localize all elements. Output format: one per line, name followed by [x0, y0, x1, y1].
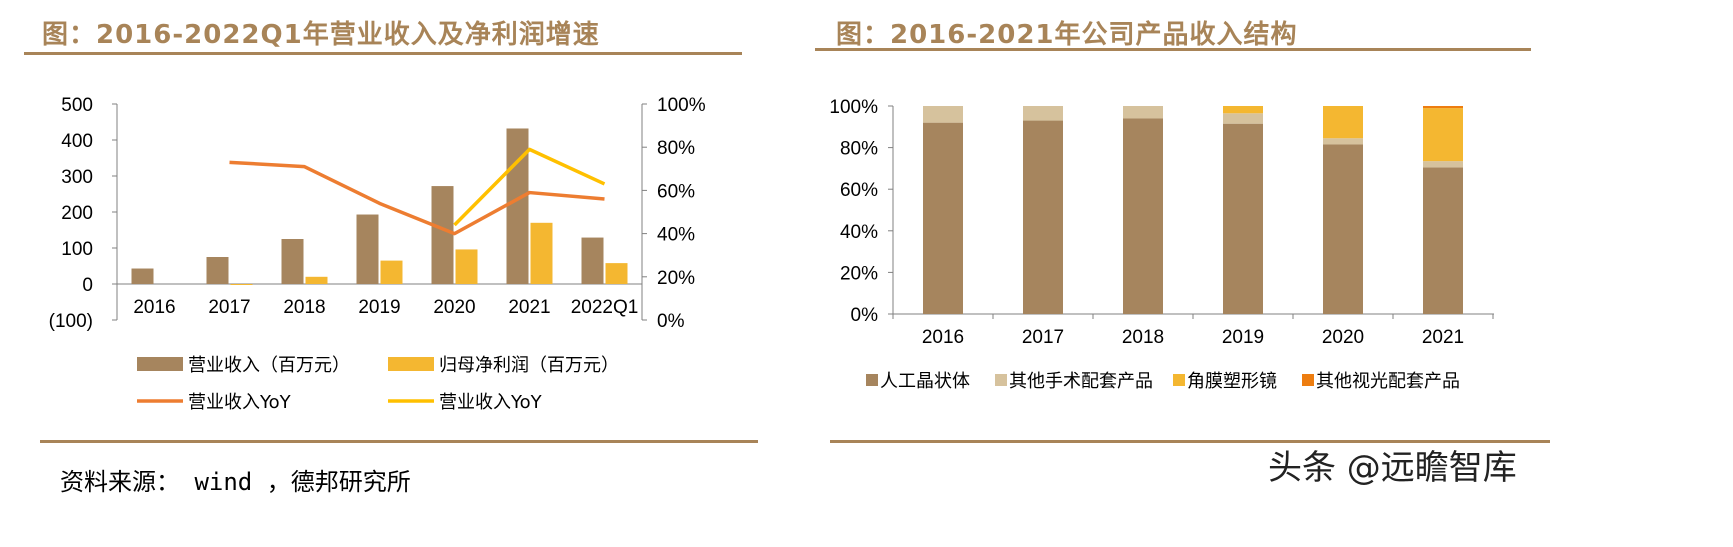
profit-bar — [380, 260, 403, 284]
stacked-x-category-label: 2020 — [1322, 327, 1364, 348]
revenue-yoy-line — [229, 160, 605, 236]
x-category-label: 2018 — [283, 297, 325, 318]
revenue-bar — [431, 186, 454, 284]
revenue-bar — [131, 268, 154, 284]
stacked-legend-swatch — [866, 374, 878, 386]
legend-label: 归母净利润（百万元） — [439, 355, 619, 376]
stacked-x-category-label: 2021 — [1422, 327, 1464, 348]
left-chart-title: 图：2016-2022Q1年营业收入及净利润增速 — [42, 20, 600, 50]
right-y-tick-label: 0% — [657, 311, 685, 332]
x-category-label: 2021 — [508, 297, 550, 318]
stacked-y-tick-label: 20% — [840, 263, 878, 284]
left-title-rule — [24, 52, 742, 55]
stacked-legend-swatch — [1302, 374, 1314, 386]
left-y-tick-label: 400 — [61, 131, 93, 152]
profit-bar — [230, 284, 253, 285]
legend-label: 营业收入YoY — [439, 392, 543, 413]
stacked-legend-swatch — [995, 374, 1007, 386]
legend-swatch — [388, 357, 434, 371]
left-bottom-rule — [40, 440, 758, 443]
revenue-bar — [206, 257, 229, 284]
legend-label: 营业收入（百万元） — [188, 355, 350, 376]
stacked-y-tick-label: 0% — [851, 305, 879, 326]
stacked-segment — [1123, 106, 1163, 119]
stacked-y-tick-label: 40% — [840, 222, 878, 243]
stacked-segment — [1123, 118, 1163, 314]
right-title-rule — [815, 48, 1531, 51]
revenue-bar — [581, 237, 604, 284]
profit-bar — [305, 276, 328, 284]
stacked-y-tick-label: 60% — [840, 180, 878, 201]
stacked-segment — [1423, 108, 1463, 162]
left-y-tick-label: (100) — [49, 311, 93, 332]
watermark-text: 头条 @远瞻智库 — [1268, 448, 1517, 488]
stacked-y-tick-label: 100% — [829, 97, 878, 118]
stacked-segment — [1423, 161, 1463, 168]
right-y-tick-label: 60% — [657, 181, 695, 202]
stacked-legend-label: 其他手术配套产品 — [1009, 371, 1153, 392]
x-category-label: 2016 — [133, 297, 175, 318]
stacked-segment — [1323, 144, 1363, 314]
stacked-segment — [1223, 106, 1263, 114]
stacked-segment — [1323, 138, 1363, 145]
left-y-tick-label: 300 — [61, 167, 93, 188]
revenue-bar — [356, 214, 379, 284]
revenue-bar — [281, 239, 304, 284]
x-category-label: 2017 — [208, 297, 250, 318]
stacked-segment — [1423, 106, 1463, 109]
stacked-segment — [923, 122, 963, 314]
stacked-segment — [1023, 120, 1063, 314]
stacked-segment — [1323, 106, 1363, 139]
right-y-tick-label: 20% — [657, 268, 695, 289]
stacked-segment — [1023, 106, 1063, 121]
stacked-x-category-label: 2018 — [1122, 327, 1164, 348]
source-note: 资料来源： wind ，德邦研究所 — [60, 468, 411, 496]
stacked-legend-label: 人工晶状体 — [880, 371, 970, 392]
legend-swatch — [137, 357, 183, 371]
right-y-tick-label: 80% — [657, 138, 695, 159]
profit-bar — [530, 222, 553, 284]
left-y-tick-label: 100 — [61, 239, 93, 260]
right-bottom-rule — [830, 440, 1550, 443]
profit-yoy-line — [453, 147, 606, 227]
stacked-legend-swatch — [1173, 374, 1185, 386]
stacked-x-category-label: 2017 — [1022, 327, 1064, 348]
profit-bar — [455, 249, 478, 284]
x-category-label: 2019 — [358, 297, 400, 318]
x-category-label: 2022Q1 — [571, 297, 639, 318]
profit-bar — [605, 263, 628, 284]
stacked-x-category-label: 2019 — [1222, 327, 1264, 348]
legend-label: 营业收入YoY — [188, 392, 292, 413]
left-y-tick-label: 0 — [82, 275, 93, 296]
stacked-segment — [1423, 167, 1463, 314]
right-chart-title: 图：2016-2021年公司产品收入结构 — [836, 20, 1298, 50]
stacked-legend-label: 角膜塑形镜 — [1187, 371, 1277, 392]
stacked-y-tick-label: 80% — [840, 139, 878, 160]
stacked-segment — [923, 106, 963, 123]
stacked-x-category-label: 2016 — [922, 327, 964, 348]
right-y-tick-label: 100% — [657, 95, 706, 116]
left-y-tick-label: 200 — [61, 203, 93, 224]
left-y-tick-label: 500 — [61, 95, 93, 116]
x-category-label: 2020 — [433, 297, 475, 318]
right-y-tick-label: 40% — [657, 225, 695, 246]
stacked-segment — [1223, 113, 1263, 124]
stacked-segment — [1223, 123, 1263, 315]
stacked-legend-label: 其他视光配套产品 — [1316, 371, 1460, 392]
